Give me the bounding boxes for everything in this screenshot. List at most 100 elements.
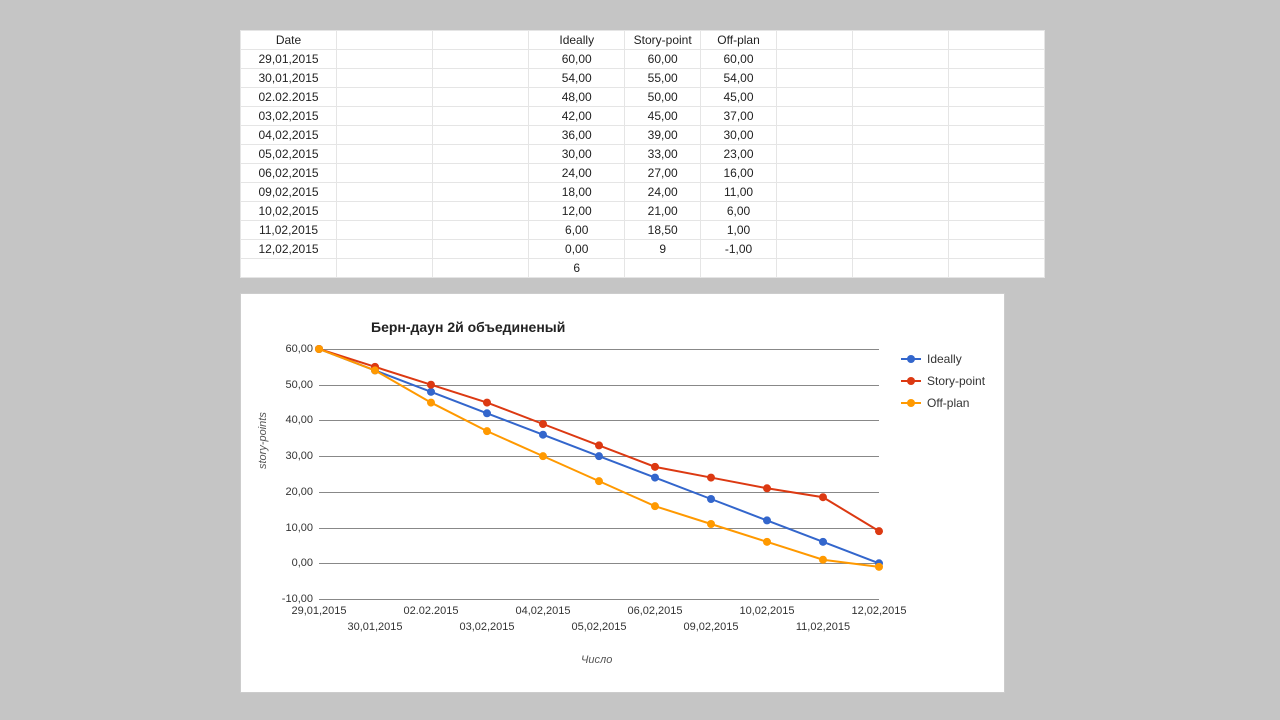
burndown-table: DateIdeallyStory-pointOff-plan29,01,2015…: [240, 30, 1045, 278]
table-cell: 04,02,2015: [241, 126, 337, 145]
table-cell: [948, 126, 1044, 145]
y-tick-label: 0,00: [292, 557, 313, 569]
y-tick-label: 30,00: [285, 450, 313, 462]
data-point: [315, 345, 323, 353]
table-cell: [776, 164, 852, 183]
table-cell: 0,00: [529, 240, 625, 259]
data-point: [707, 474, 715, 482]
data-point: [427, 388, 435, 396]
table-cell: [852, 183, 948, 202]
table-cell: [776, 88, 852, 107]
table-cell: [948, 259, 1044, 278]
data-point: [427, 381, 435, 389]
table-cell: [337, 183, 433, 202]
legend-marker: [901, 380, 921, 382]
table-cell: [852, 259, 948, 278]
x-tick-label: 04,02,2015: [515, 605, 570, 617]
table-cell: [852, 50, 948, 69]
table-cell: [433, 202, 529, 221]
table-cell: 11,02,2015: [241, 221, 337, 240]
table-cell: [776, 107, 852, 126]
legend-item: Off-plan: [901, 396, 985, 410]
table-cell: [852, 69, 948, 88]
table-cell: [948, 69, 1044, 88]
table-header-cell: [433, 31, 529, 50]
table-cell: 37,00: [701, 107, 777, 126]
table-cell: [433, 183, 529, 202]
table-cell: [433, 50, 529, 69]
table-cell: 39,00: [625, 126, 701, 145]
table-cell: 29,01,2015: [241, 50, 337, 69]
table-cell: [701, 259, 777, 278]
data-point: [651, 474, 659, 482]
y-tick-label: 60,00: [285, 343, 313, 355]
table-cell: [776, 259, 852, 278]
data-point: [483, 427, 491, 435]
legend-label: Ideally: [927, 352, 962, 366]
table-cell: 27,00: [625, 164, 701, 183]
table-cell: [948, 145, 1044, 164]
data-point: [483, 399, 491, 407]
data-point: [763, 516, 771, 524]
table-cell: [776, 202, 852, 221]
table-cell: 36,00: [529, 126, 625, 145]
table-cell: 02.02.2015: [241, 88, 337, 107]
table-header-cell: [948, 31, 1044, 50]
table-cell: 60,00: [701, 50, 777, 69]
table-row: 09,02,201518,0024,0011,00: [241, 183, 1045, 202]
x-tick-label: 29,01,2015: [291, 605, 346, 617]
table-cell: [948, 164, 1044, 183]
table-cell: [337, 202, 433, 221]
table-cell: [852, 107, 948, 126]
x-tick-label: 11,02,2015: [796, 621, 850, 633]
table-cell: [948, 107, 1044, 126]
table-cell: [337, 69, 433, 88]
table-header-cell: Date: [241, 31, 337, 50]
table-header-cell: [776, 31, 852, 50]
data-point: [819, 538, 827, 546]
table-cell: [433, 107, 529, 126]
chart-title: Берн-даун 2й объединеный: [371, 319, 565, 335]
table-row: 05,02,201530,0033,0023,00: [241, 145, 1045, 164]
table-row: 6: [241, 259, 1045, 278]
table-cell: 60,00: [625, 50, 701, 69]
data-point: [819, 493, 827, 501]
table-cell: [948, 50, 1044, 69]
table-header-cell: [852, 31, 948, 50]
table-cell: [241, 259, 337, 278]
table-cell: [433, 164, 529, 183]
table-cell: [433, 126, 529, 145]
table-cell: 60,00: [529, 50, 625, 69]
table-cell: [337, 145, 433, 164]
table-cell: 55,00: [625, 69, 701, 88]
y-tick-label: 50,00: [285, 379, 313, 391]
legend-label: Story-point: [927, 374, 985, 388]
data-point: [483, 409, 491, 417]
data-point: [595, 441, 603, 449]
table-row: 06,02,201524,0027,0016,00: [241, 164, 1045, 183]
table-cell: -1,00: [701, 240, 777, 259]
table-cell: [337, 50, 433, 69]
table-cell: [337, 259, 433, 278]
table-row: 12,02,20150,009-1,00: [241, 240, 1045, 259]
y-tick-label: 20,00: [285, 486, 313, 498]
x-tick-label: 02.02.2015: [403, 605, 458, 617]
table-cell: 23,00: [701, 145, 777, 164]
table-cell: [776, 221, 852, 240]
data-point: [539, 431, 547, 439]
table-cell: 9: [625, 240, 701, 259]
y-tick-label: 40,00: [285, 414, 313, 426]
table-cell: [433, 259, 529, 278]
data-point: [763, 484, 771, 492]
table-cell: [948, 240, 1044, 259]
chart-plot-area: -10,000,0010,0020,0030,0040,0050,0060,00…: [319, 349, 879, 599]
table-cell: 18,00: [529, 183, 625, 202]
table-cell: 30,00: [529, 145, 625, 164]
x-tick-label: 03,02,2015: [459, 621, 514, 633]
table-cell: 1,00: [701, 221, 777, 240]
chart-panel: Берн-даун 2й объединеный story-points Чи…: [240, 293, 1005, 693]
table-cell: [852, 221, 948, 240]
data-point: [763, 538, 771, 546]
table-cell: 30,00: [701, 126, 777, 145]
table-row: 03,02,201542,0045,0037,00: [241, 107, 1045, 126]
